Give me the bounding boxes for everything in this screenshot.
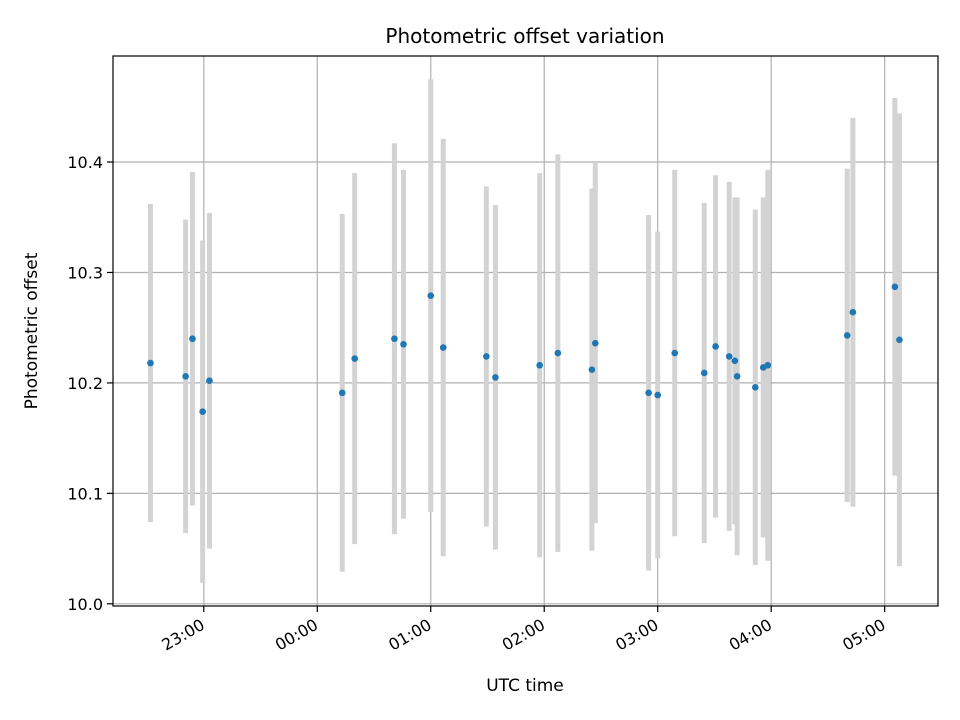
chart-title: Photometric offset variation xyxy=(385,24,664,48)
x-axis-label: UTC time xyxy=(486,676,564,696)
data-point xyxy=(764,361,772,369)
data-point xyxy=(536,361,543,369)
plot-area-frame xyxy=(112,55,939,607)
data-point xyxy=(147,359,154,367)
data-point xyxy=(189,335,196,343)
data-point xyxy=(843,332,851,339)
data-point xyxy=(182,372,189,380)
data-point xyxy=(896,336,903,344)
data-point xyxy=(492,374,499,381)
point-layer xyxy=(147,283,903,415)
data-point xyxy=(439,344,447,351)
data-point xyxy=(351,355,359,362)
y-tick-label: 10.0 xyxy=(67,595,103,614)
data-point xyxy=(427,292,435,299)
data-point xyxy=(700,369,708,377)
data-point xyxy=(588,366,596,373)
data-point xyxy=(199,408,206,415)
data-point xyxy=(400,340,407,348)
data-point xyxy=(731,357,739,365)
data-point xyxy=(751,384,759,391)
y-axis: 10.0 10.1 10.2 10.3 10.4 xyxy=(67,153,113,614)
data-point xyxy=(591,339,599,347)
y-axis-label: Photometric offset xyxy=(22,252,42,409)
data-point xyxy=(483,353,490,360)
data-point xyxy=(654,391,662,399)
data-point xyxy=(554,349,562,357)
data-point xyxy=(891,283,899,291)
y-tick-label: 10.3 xyxy=(67,263,103,282)
data-point xyxy=(671,349,679,357)
y-tick-label: 10.1 xyxy=(67,484,103,503)
data-point xyxy=(725,353,733,360)
data-point xyxy=(206,377,213,384)
data-point xyxy=(733,372,741,380)
data-point xyxy=(391,335,398,343)
data-point xyxy=(338,389,346,397)
data-point xyxy=(849,308,857,316)
y-tick-label: 10.4 xyxy=(67,153,103,172)
data-point xyxy=(712,343,719,350)
y-tick-label: 10.2 xyxy=(67,374,103,393)
data-point xyxy=(645,389,652,397)
